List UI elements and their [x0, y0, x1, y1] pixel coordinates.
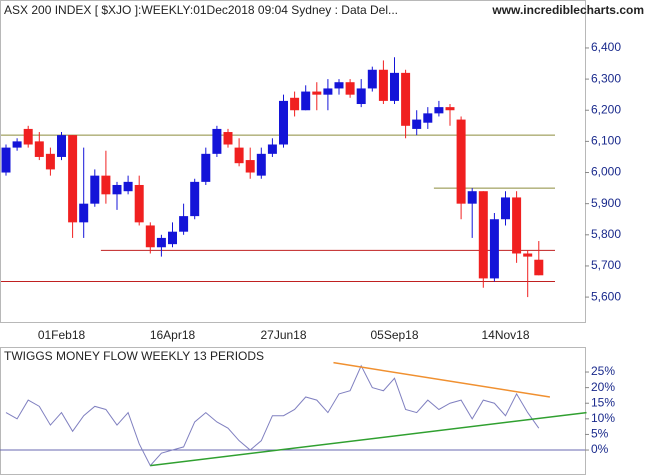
candle-body [434, 107, 444, 114]
y-tick-label: 10% [591, 411, 615, 425]
candle-body [23, 128, 33, 145]
chart-title: ASX 200 INDEX [ $XJO ]:WEEKLY:01Dec2018 … [4, 3, 398, 17]
candle-body [134, 184, 144, 223]
candle-body [489, 219, 499, 279]
candle-body [179, 216, 189, 232]
candle-body [534, 259, 544, 276]
candle-body [112, 184, 122, 195]
candle-body [312, 91, 322, 95]
y-tick-label: 5,900 [591, 196, 621, 210]
candle-body [256, 153, 266, 176]
x-tick-label: 14Nov18 [481, 328, 529, 342]
candle-body [456, 119, 466, 204]
candle-body [1, 147, 11, 173]
candle-body [478, 191, 488, 279]
candle-body [156, 237, 166, 248]
candle-body [223, 132, 233, 145]
candle-body [301, 91, 311, 111]
candle-body [90, 175, 100, 204]
candle-body [101, 175, 111, 195]
candle-body [378, 69, 388, 101]
y-tick-label: 6,200 [591, 102, 621, 116]
candle-body [356, 88, 366, 105]
price-panel [0, 0, 586, 323]
y-tick-label: 20% [591, 380, 615, 394]
candle-body [290, 97, 300, 111]
y-tick-label: 0% [591, 442, 609, 456]
x-tick-label: 27Jun18 [260, 328, 306, 342]
candle-body [367, 69, 377, 89]
candle-body [245, 160, 255, 173]
site-name: www.incrediblecharts.com [491, 3, 644, 17]
candle-body [190, 181, 200, 217]
indicator-title: TWIGGS MONEY FLOW WEEKLY 13 PERIODS [4, 349, 264, 363]
candle-body [45, 153, 55, 170]
candle-body [12, 141, 22, 148]
candle-body [323, 88, 333, 95]
candle-body [334, 82, 344, 89]
y-tick-label: 6,000 [591, 165, 621, 179]
trend-line [150, 411, 587, 467]
trend-line [333, 361, 551, 398]
y-tick-label: 6,400 [591, 40, 621, 54]
y-tick-label: 15% [591, 395, 615, 409]
candle-body [201, 153, 211, 182]
candle-body [79, 203, 89, 223]
candle-body [68, 135, 78, 223]
candle-body [445, 107, 455, 111]
candle-body [234, 147, 244, 164]
candle-body [523, 253, 533, 257]
candle-body [467, 191, 477, 204]
x-tick-label: 01Feb18 [38, 328, 86, 342]
candle-body [412, 119, 422, 129]
candle-body [123, 181, 133, 192]
candle-body [501, 197, 510, 220]
y-tick-label: 5,800 [591, 227, 621, 241]
y-tick-label: 6,300 [591, 71, 621, 85]
candle-body [401, 72, 411, 126]
candle-body [512, 197, 522, 254]
candle-body [423, 113, 433, 123]
candle-body [212, 128, 222, 154]
y-tick-label: 25% [591, 364, 615, 378]
candle-body [345, 82, 355, 95]
candle-body [168, 231, 177, 245]
candle-body [34, 141, 44, 157]
y-tick-label: 6,100 [591, 134, 621, 148]
candle-body [145, 225, 155, 248]
y-tick-label: 5,700 [591, 258, 621, 272]
candle-body [267, 144, 277, 154]
y-tick-label: 5% [591, 427, 609, 441]
y-tick-label: 5,600 [591, 289, 621, 303]
x-tick-label: 16Apr18 [150, 328, 196, 342]
candle-body [279, 100, 288, 145]
candle-body [390, 72, 399, 101]
candle-body [57, 135, 66, 157]
money-flow-line [5, 364, 540, 467]
x-tick-label: 05Sep18 [370, 328, 418, 342]
